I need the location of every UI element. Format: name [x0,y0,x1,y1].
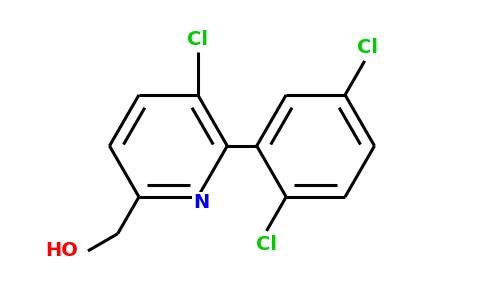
Text: HO: HO [45,242,78,260]
Text: Cl: Cl [256,235,277,254]
Text: Cl: Cl [358,38,378,56]
Text: N: N [193,193,209,212]
Text: Cl: Cl [187,30,208,49]
